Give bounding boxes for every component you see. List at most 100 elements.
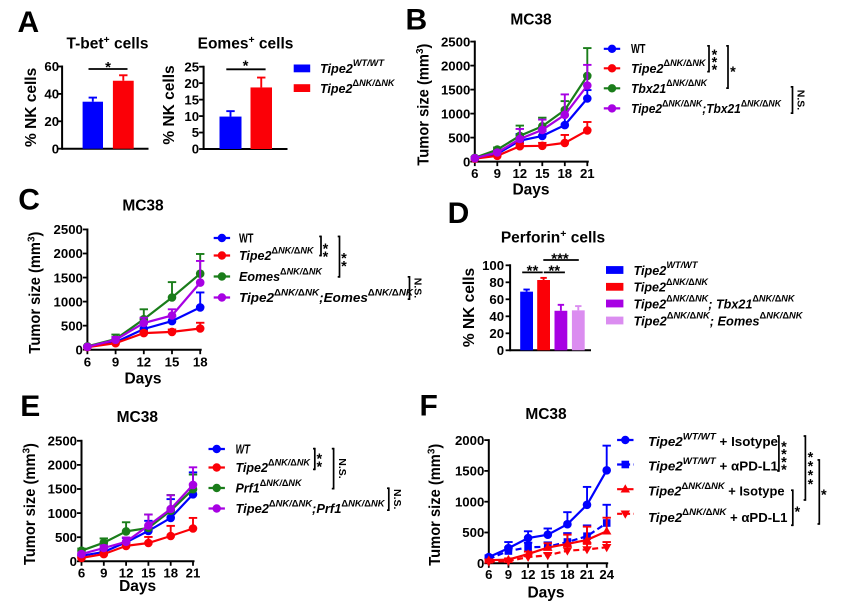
svg-text:2000: 2000	[48, 458, 77, 473]
svg-text:*: *	[316, 452, 322, 468]
svg-text:24: 24	[599, 567, 614, 582]
svg-text:Tipe2ΔNK/ΔNK; EomesΔNK/ΔNK: Tipe2ΔNK/ΔNK; EomesΔNK/ΔNK	[634, 311, 804, 329]
svg-text:*: *	[808, 459, 814, 475]
svg-text:500: 500	[448, 130, 470, 145]
svg-text:0: 0	[463, 154, 470, 169]
svg-text:80: 80	[489, 275, 504, 290]
svg-text:500: 500	[61, 318, 83, 333]
svg-text:A: A	[18, 6, 40, 39]
svg-text:Tumor size (mm3): Tumor size (mm3)	[21, 443, 40, 565]
svg-text:Tbx21ΔNK/ΔNK: Tbx21ΔNK/ΔNK	[631, 78, 708, 96]
svg-text:Tipe2ΔNK/ΔNK;Tbx21ΔNK/ΔNK: Tipe2ΔNK/ΔNK;Tbx21ΔNK/ΔNK	[631, 98, 782, 116]
svg-text:*: *	[808, 468, 814, 484]
svg-text:*: *	[781, 440, 787, 456]
svg-text:18: 18	[560, 567, 575, 582]
svg-text:9: 9	[112, 354, 119, 369]
svg-text:1000: 1000	[48, 506, 77, 521]
svg-text:Tipe2ΔNK/ΔNK: Tipe2ΔNK/ΔNK	[631, 58, 707, 76]
svg-text:MC38: MC38	[525, 406, 567, 423]
svg-text:Days: Days	[527, 585, 564, 602]
svg-text:WT: WT	[239, 231, 254, 246]
svg-text:EomesΔNK/ΔNK: EomesΔNK/ΔNK	[239, 266, 323, 284]
svg-text:Perforin+ cells: Perforin+ cells	[501, 228, 605, 247]
svg-text:Tipe2ΔNK/ΔNK: Tipe2ΔNK/ΔNK	[320, 78, 396, 96]
svg-text:2000: 2000	[441, 58, 470, 73]
svg-text:T-bet+ cells: T-bet+ cells	[67, 34, 149, 53]
svg-text:N.S.: N.S.	[391, 489, 403, 510]
svg-text:0: 0	[76, 342, 83, 357]
svg-text:5: 5	[192, 125, 199, 140]
svg-text:40: 40	[489, 309, 504, 324]
svg-text:60: 60	[44, 59, 59, 74]
svg-text:MC38: MC38	[122, 197, 164, 214]
svg-text:6: 6	[84, 354, 91, 369]
svg-text:WT: WT	[236, 442, 251, 457]
svg-text:25: 25	[184, 59, 199, 74]
svg-text:*: *	[781, 455, 787, 471]
svg-text:*: *	[808, 450, 814, 466]
svg-text:% NK cells: % NK cells	[23, 68, 40, 147]
svg-text:N.S.: N.S.	[412, 278, 424, 299]
svg-text:15: 15	[184, 92, 199, 107]
svg-text:Tipe2ΔNK/ΔNK; Tbx21ΔNK/ΔNK: Tipe2ΔNK/ΔNK; Tbx21ΔNK/ΔNK	[634, 294, 796, 312]
svg-text:40: 40	[44, 87, 59, 102]
svg-text:*: *	[323, 249, 329, 265]
svg-text:20: 20	[184, 76, 199, 91]
svg-text:*: *	[712, 55, 718, 71]
svg-text:*: *	[712, 63, 718, 79]
svg-text:Tipe2WT/WT + αPD-L1: Tipe2WT/WT + αPD-L1	[648, 456, 778, 474]
svg-text:0: 0	[192, 142, 199, 157]
svg-text:1000: 1000	[455, 494, 484, 509]
svg-text:20: 20	[489, 326, 504, 341]
svg-text:6: 6	[485, 567, 492, 582]
svg-text:Tipe2ΔNK/ΔNK + αPD-L1: Tipe2ΔNK/ΔNK + αPD-L1	[648, 507, 788, 525]
svg-text:2500: 2500	[54, 222, 83, 237]
svg-text:100: 100	[482, 258, 504, 273]
svg-text:18: 18	[557, 166, 572, 181]
svg-text:Eomes+ cells: Eomes+ cells	[198, 34, 294, 53]
svg-text:Tipe2ΔNK/ΔNK + Isotype: Tipe2ΔNK/ΔNK + Isotype	[648, 481, 785, 499]
svg-text:1500: 1500	[54, 270, 83, 285]
svg-text:500: 500	[462, 525, 484, 540]
svg-text:12: 12	[512, 166, 527, 181]
svg-text:*: *	[781, 447, 787, 463]
svg-text:% NK cells: % NK cells	[161, 65, 178, 144]
svg-text:***: ***	[551, 250, 569, 267]
svg-text:0: 0	[52, 141, 59, 156]
svg-text:1000: 1000	[441, 106, 470, 121]
svg-text:15: 15	[540, 567, 555, 582]
svg-text:*: *	[105, 59, 111, 76]
svg-text:Tipe2ΔNK/ΔNK: Tipe2ΔNK/ΔNK	[239, 245, 315, 263]
svg-text:6: 6	[78, 565, 85, 580]
svg-text:*: *	[808, 477, 814, 493]
svg-text:*: *	[794, 505, 800, 521]
svg-text:2500: 2500	[441, 34, 470, 49]
svg-text:1000: 1000	[54, 294, 83, 309]
svg-text:9: 9	[100, 565, 107, 580]
svg-text:1500: 1500	[48, 482, 77, 497]
svg-text:*: *	[316, 459, 322, 475]
svg-text:MC38: MC38	[117, 409, 159, 426]
svg-text:12: 12	[136, 354, 151, 369]
svg-text:9: 9	[505, 567, 512, 582]
svg-text:10: 10	[184, 109, 199, 124]
svg-text:1500: 1500	[455, 464, 484, 479]
svg-text:21: 21	[580, 567, 595, 582]
svg-text:% NK cells: % NK cells	[461, 268, 478, 347]
svg-text:**: **	[527, 263, 539, 280]
svg-text:C: C	[18, 184, 40, 217]
svg-text:*: *	[243, 58, 249, 75]
svg-text:N.S.: N.S.	[336, 458, 348, 479]
svg-text:D: D	[448, 197, 470, 230]
svg-text:20: 20	[44, 114, 59, 129]
svg-text:*: *	[323, 242, 329, 258]
svg-text:Tumor size (mm3): Tumor size (mm3)	[414, 44, 433, 166]
svg-text:Tumor size (mm3): Tumor size (mm3)	[426, 444, 445, 566]
svg-text:0: 0	[497, 343, 504, 358]
svg-text:*: *	[730, 65, 736, 81]
svg-text:60: 60	[489, 292, 504, 307]
svg-text:18: 18	[193, 354, 208, 369]
svg-text:Tipe2ΔNK/ΔNK;Prf1ΔNK/ΔNK: Tipe2ΔNK/ΔNK;Prf1ΔNK/ΔNK	[236, 498, 386, 516]
svg-text:15: 15	[535, 166, 550, 181]
svg-text:15: 15	[165, 354, 180, 369]
